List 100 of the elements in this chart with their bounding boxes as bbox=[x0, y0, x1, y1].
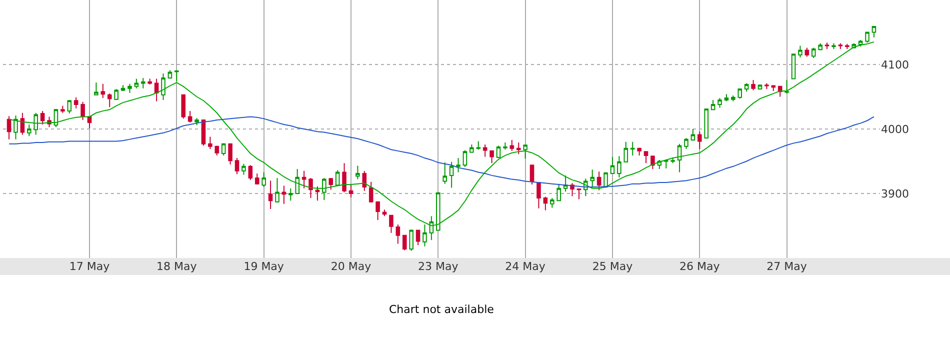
candlestick bbox=[234, 158, 240, 175]
candlestick bbox=[637, 147, 642, 156]
candlestick bbox=[188, 110, 192, 124]
candlestick bbox=[80, 101, 85, 120]
candlestick bbox=[161, 73, 166, 100]
candlestick bbox=[449, 161, 454, 188]
candlestick bbox=[335, 170, 340, 186]
candlestick bbox=[670, 156, 675, 164]
x-tick-label: 27 May bbox=[766, 260, 808, 273]
candlestick bbox=[396, 224, 400, 244]
candlestick bbox=[832, 42, 836, 50]
candlestick bbox=[630, 141, 635, 156]
candlestick bbox=[27, 124, 32, 137]
candlestick bbox=[128, 83, 132, 94]
candlestick bbox=[422, 224, 427, 247]
candlestick bbox=[710, 99, 716, 110]
x-tick-label: 23 May bbox=[418, 260, 459, 273]
candlestick bbox=[865, 32, 870, 44]
candlestick bbox=[74, 96, 78, 109]
candlestick bbox=[154, 78, 159, 102]
candlestick bbox=[838, 42, 843, 50]
candlestick bbox=[490, 150, 494, 164]
candlestick bbox=[523, 144, 528, 160]
candlestick bbox=[751, 79, 756, 91]
candlestick bbox=[328, 178, 334, 190]
candlestick bbox=[208, 136, 212, 150]
candlestick bbox=[872, 26, 876, 38]
candlestick bbox=[576, 188, 582, 200]
candlestick bbox=[456, 158, 460, 173]
candlestick bbox=[724, 94, 729, 102]
candlestick bbox=[436, 192, 440, 231]
candlestick bbox=[510, 139, 514, 152]
candlestick bbox=[87, 116, 92, 129]
candlestick bbox=[811, 47, 816, 59]
candlestick bbox=[94, 82, 98, 96]
candlestick bbox=[824, 42, 830, 50]
candlestick bbox=[201, 119, 206, 146]
candlestick bbox=[248, 164, 253, 180]
candlestick bbox=[550, 198, 554, 208]
candlestick bbox=[6, 116, 12, 140]
candlestick bbox=[798, 45, 802, 58]
candlestick bbox=[382, 209, 387, 217]
x-tick-label: 26 May bbox=[680, 260, 720, 273]
candlestick bbox=[516, 142, 521, 155]
x-tick-label: 25 May bbox=[592, 260, 634, 273]
candlestick bbox=[389, 214, 394, 234]
candlestick bbox=[429, 216, 434, 240]
candlestick bbox=[804, 47, 810, 58]
candlestick bbox=[140, 78, 146, 89]
candlestick bbox=[771, 84, 776, 92]
candlestick bbox=[282, 185, 286, 204]
candlestick bbox=[617, 156, 622, 178]
candlestick bbox=[590, 169, 594, 188]
x-tick-label: 18 May bbox=[156, 260, 198, 273]
candlestick bbox=[114, 88, 118, 100]
candlestick bbox=[20, 112, 25, 136]
text: Chart not available bbox=[389, 303, 494, 316]
candlestick bbox=[14, 114, 18, 140]
candlestick bbox=[409, 229, 414, 252]
candlestick bbox=[376, 201, 380, 220]
candlestick bbox=[650, 156, 655, 170]
candlestick bbox=[308, 178, 313, 199]
candlestick bbox=[744, 82, 749, 92]
candlestick bbox=[107, 93, 112, 108]
candlestick bbox=[758, 84, 762, 90]
candlestick bbox=[530, 164, 534, 185]
y-tick-label: 3900 bbox=[881, 187, 909, 200]
candlestick bbox=[402, 234, 407, 251]
candlestick bbox=[168, 70, 172, 79]
candlestick bbox=[731, 94, 736, 102]
candlestick bbox=[342, 162, 346, 193]
candlestick bbox=[624, 141, 628, 162]
candlestick bbox=[644, 151, 648, 164]
candlestick bbox=[120, 84, 126, 92]
candlestick bbox=[268, 180, 273, 210]
x-tick-label: 19 May bbox=[244, 260, 284, 273]
candlestick bbox=[40, 110, 45, 125]
candlestick bbox=[322, 178, 326, 200]
candlestick bbox=[718, 98, 722, 108]
candlestick bbox=[275, 178, 280, 204]
y-tick-label: 4100 bbox=[881, 58, 909, 72]
candlestick bbox=[368, 181, 374, 204]
x-tick-label: 20 May bbox=[330, 260, 372, 273]
candlestick bbox=[543, 196, 548, 211]
candlestick bbox=[194, 118, 199, 126]
candlestick bbox=[100, 83, 106, 99]
candlestick bbox=[356, 165, 360, 180]
candlestick bbox=[476, 140, 481, 150]
candlestick bbox=[818, 42, 822, 51]
candlestick bbox=[348, 184, 354, 198]
x-tick-label: 24 May bbox=[505, 260, 546, 273]
candlestick bbox=[34, 112, 38, 136]
candlestick bbox=[664, 158, 668, 169]
candlestick bbox=[174, 70, 179, 82]
candlestick bbox=[845, 43, 850, 50]
candlestick bbox=[690, 128, 696, 142]
candlestick bbox=[302, 170, 306, 189]
candlestick bbox=[791, 54, 796, 80]
x-tick-label: 17 May bbox=[69, 260, 110, 273]
candlestick bbox=[596, 171, 602, 191]
